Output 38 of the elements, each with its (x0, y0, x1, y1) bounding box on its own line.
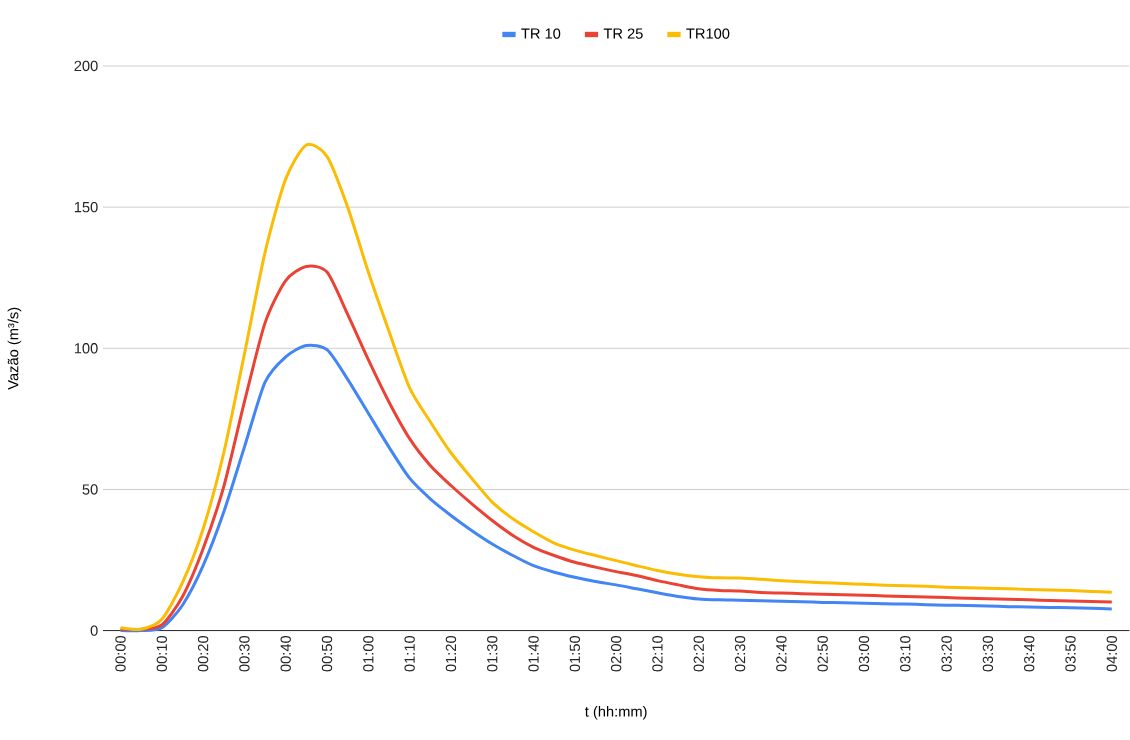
y-tick-label: 150 (74, 202, 98, 213)
line-series (119, 344, 1114, 633)
y-tick-label: 100 (74, 343, 98, 354)
legend-label: TR100 (686, 28, 730, 39)
y-tick-label: 0 (90, 625, 98, 637)
x-tick-label: 04:00 (1106, 636, 1117, 672)
x-tick-label: 01:40 (528, 636, 539, 672)
x-tick-label: 01:10 (404, 636, 415, 672)
x-tick-label: 01:30 (487, 636, 498, 672)
x-tick-label: 02:50 (817, 636, 828, 672)
x-tick-label: 02:00 (610, 636, 622, 672)
y-tick-label: 200 (74, 61, 98, 72)
x-tick-label: 02:10 (652, 636, 663, 672)
x-tick-label: 00:20 (197, 636, 209, 672)
x-tick-label: 01:00 (363, 636, 374, 672)
legend-label: TR 25 (603, 28, 643, 39)
x-tick-label: 03:00 (858, 636, 870, 672)
x-tick-label: 02:30 (734, 636, 746, 672)
x-tick-label: 00:40 (280, 636, 291, 672)
x-tick-label: 03:20 (941, 636, 952, 672)
line-series (119, 264, 1114, 632)
x-tick-label: 00:50 (321, 636, 333, 672)
y-tick-label: 50 (82, 484, 98, 495)
x-tick-label: 02:40 (776, 636, 787, 672)
x-tick-label: 01:50 (569, 636, 581, 672)
x-tick-label: 03:10 (900, 636, 911, 672)
x-tick-label: 01:20 (445, 636, 457, 672)
legend-label: TR 10 (521, 28, 561, 39)
x-tick-label: 02:20 (693, 636, 704, 672)
y-axis-title: Vazão (m³/s) (7, 308, 22, 390)
x-tick-label: 03:50 (1065, 636, 1076, 672)
x-tick-label: 00:30 (239, 636, 250, 672)
x-axis-title: t (hh:mm) (585, 706, 647, 720)
x-tick-label: 00:00 (115, 636, 126, 672)
x-tick-label: 00:10 (156, 636, 167, 672)
x-tick-label: 03:30 (982, 636, 994, 672)
x-tick-label: 03:40 (1024, 636, 1035, 672)
line-series (119, 143, 1114, 632)
